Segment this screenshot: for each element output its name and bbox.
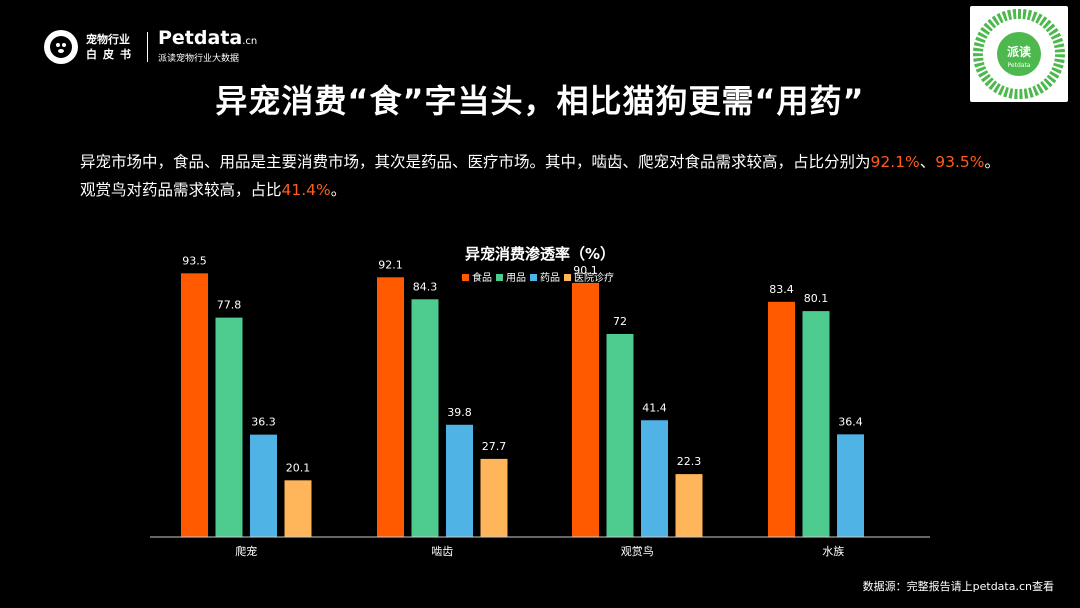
data-label-3-0: 83.4 [769, 283, 794, 296]
data-label-0-1: 77.8 [217, 299, 242, 312]
description-line1: 异宠市场中，食品、用品是主要消费市场，其次是药品、医疗市场。其中，啮齿、爬宠对食… [80, 148, 1040, 176]
highlight-rodent: 92.1% [870, 153, 920, 171]
legend-label-3: 医院诊疗 [574, 271, 614, 284]
bar-1-0 [377, 277, 404, 537]
brand-subtitle: 派读宠物行业大数据 [158, 54, 240, 64]
chart-bars: 93.5 77.8 36.3 20.1 92.1 84.3 39.8 27.7 90.1 72 41… [181, 254, 864, 537]
data-label-2-2: 41.4 [642, 401, 667, 414]
x-tick-label-1: 啮齿 [431, 545, 453, 558]
bar-3-2 [837, 434, 864, 537]
x-tick-label-0: 爬宠 [235, 544, 257, 558]
bar-2-2 [641, 420, 668, 537]
data-label-1-0: 92.1 [378, 258, 403, 271]
brand-block: Petdata.cn 派读宠物行业大数据 [158, 28, 257, 66]
bar-3-1 [802, 311, 830, 537]
bar-2-1 [606, 333, 634, 537]
data-label-2-1: 72 [613, 315, 627, 328]
legend-label-1: 用品 [506, 272, 526, 284]
chart-legend: 食品 用品 药品 医院诊疗 [462, 271, 614, 284]
header-logo: 宠物行业 白皮书 Petdata.cn 派读宠物行业大数据 [44, 28, 257, 66]
data-label-3-1: 80.1 [804, 292, 829, 305]
desc-text-1: 异宠市场中，食品、用品是主要消费市场，其次是药品、医疗市场。其中，啮齿、爬宠对食… [80, 153, 871, 171]
logo-separator [147, 32, 148, 62]
bar-0-0 [181, 273, 208, 537]
logo-line1: 宠物行业 [86, 33, 130, 46]
legend-label-2: 药品 [540, 272, 560, 284]
desc-text-3: 观赏鸟对药品需求较高，占比 [80, 181, 282, 199]
data-label-0-0: 93.5 [182, 254, 207, 267]
qr-label: 派读 [1007, 44, 1031, 59]
bar-2-0 [572, 282, 599, 537]
legend-label-0: 食品 [472, 271, 492, 284]
data-label-1-1: 84.3 [413, 280, 438, 293]
legend-swatch-2 [530, 274, 537, 281]
bar-1-3 [480, 458, 508, 537]
desc-sep: 、 [919, 153, 936, 171]
logo-line2: 白皮书 [86, 48, 137, 61]
highlight-bird: 41.4% [281, 181, 331, 199]
source-note: 数据源：完整报告请上petdata.cn查看 [862, 580, 1054, 593]
page-title: 异宠消费“食”字当头，相比猫狗更需“用药” [215, 82, 865, 120]
data-label-2-3: 22.3 [677, 455, 702, 468]
legend-swatch-1 [496, 274, 503, 281]
data-label-0-2: 36.3 [251, 416, 276, 429]
bar-1-2 [446, 424, 473, 537]
bar-0-3 [284, 480, 312, 537]
x-axis-labels: 爬宠 啮齿 观赏鸟 水族 [235, 544, 844, 558]
brand-suffix: .cn [242, 36, 258, 47]
data-label-3-2: 36.4 [838, 415, 863, 428]
x-tick-label-3: 水族 [822, 544, 844, 558]
x-tick-label-2: 观赏鸟 [621, 544, 654, 558]
bar-3-0 [768, 301, 795, 537]
logo-text: 宠物行业 白皮书 [86, 32, 137, 62]
bar-2-3 [675, 474, 703, 537]
bar-1-1 [411, 299, 439, 537]
data-label-1-3: 27.7 [482, 440, 507, 453]
description: 异宠市场中，食品、用品是主要消费市场，其次是药品、医疗市场。其中，啮齿、爬宠对食… [80, 148, 1040, 204]
bar-0-1 [215, 317, 243, 537]
qr-code-icon: 派读 Petdata [973, 9, 1065, 99]
data-label-2-0: 90.1 [573, 264, 598, 277]
legend-swatch-0 [462, 274, 469, 281]
desc-text-4: 。 [330, 181, 347, 199]
highlight-reptile: 93.5% [935, 153, 985, 171]
brand-name-main: Petdata [158, 27, 243, 49]
brand-name: Petdata.cn [158, 28, 257, 52]
description-line2: 观赏鸟对药品需求较高，占比41.4%。 [80, 176, 1040, 204]
data-label-0-3: 20.1 [286, 461, 311, 474]
legend-swatch-3 [564, 274, 571, 281]
desc-text-2: 。 [984, 153, 1001, 171]
qr-code: 派读 Petdata [970, 6, 1068, 102]
qr-sub: Petdata [1008, 62, 1031, 69]
chart-title: 异宠消费渗透率（%） [465, 245, 615, 263]
bar-0-2 [250, 434, 277, 537]
dog-logo-icon [44, 30, 78, 64]
data-label-1-2: 39.8 [447, 406, 472, 419]
